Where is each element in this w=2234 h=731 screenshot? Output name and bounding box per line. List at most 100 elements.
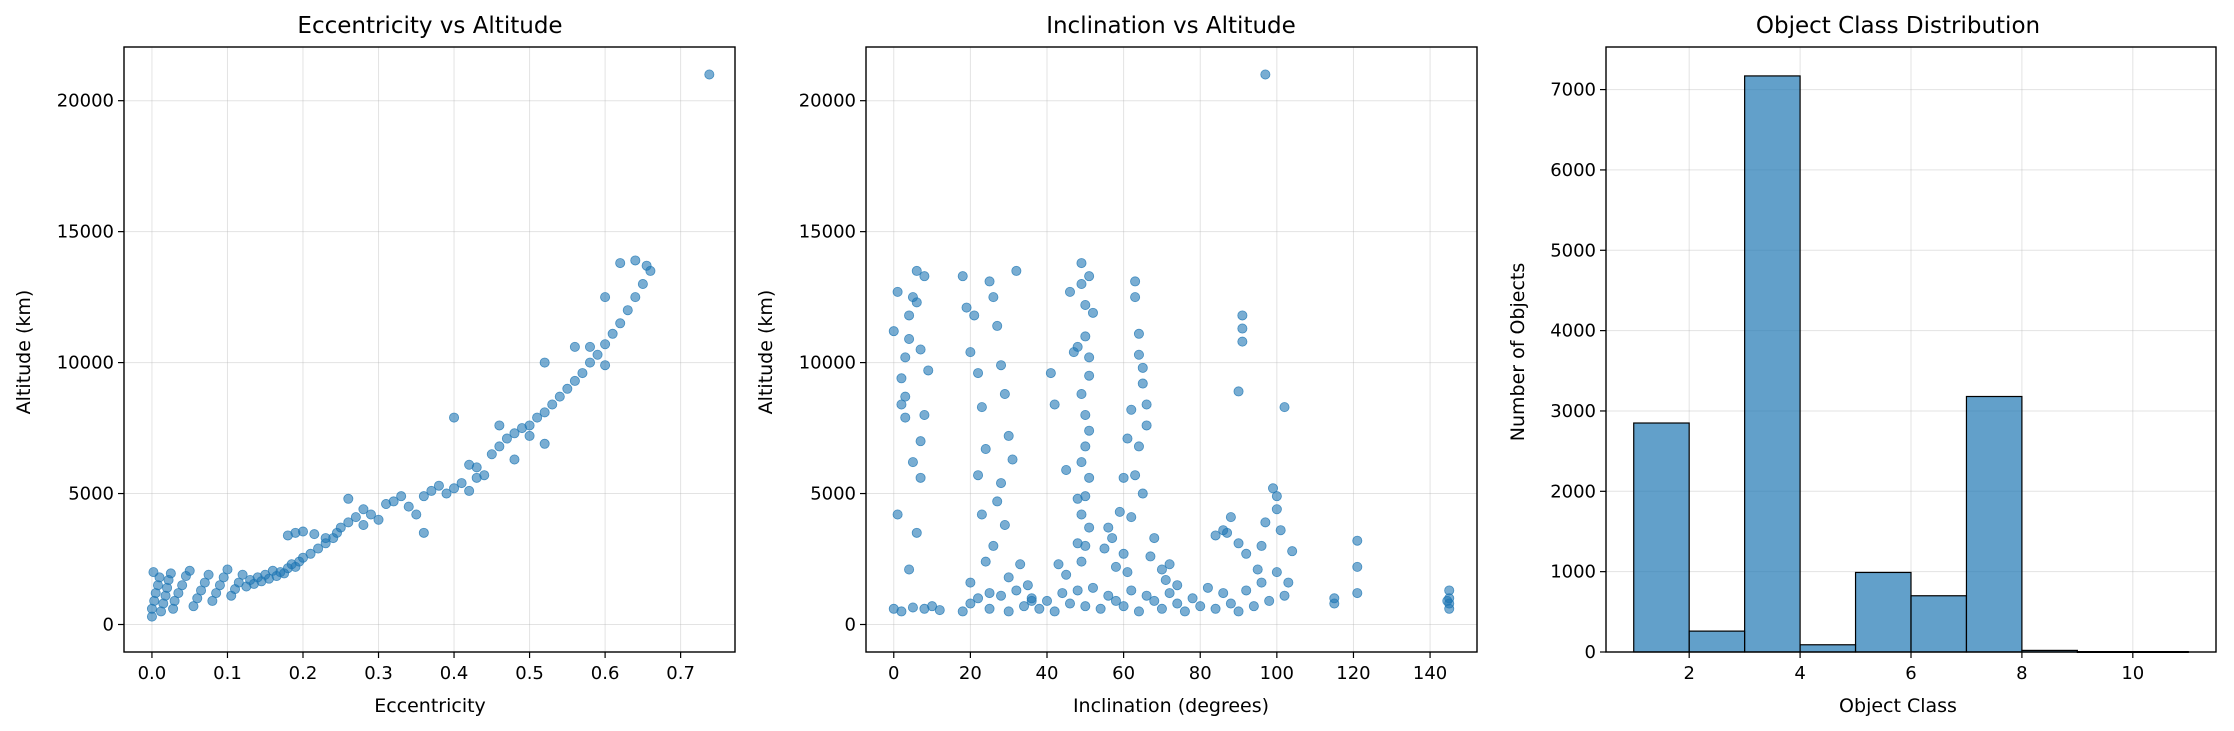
scatter-point	[1241, 548, 1252, 559]
scatter-point	[539, 357, 550, 368]
scatter-point	[1080, 601, 1091, 612]
scatter-point	[524, 430, 535, 441]
scatter-point	[403, 501, 414, 512]
x-axis-label: Inclination (degrees)	[1073, 695, 1269, 717]
scatter-point	[1080, 299, 1091, 310]
scatter-point	[900, 352, 911, 363]
scatter-point	[896, 373, 907, 384]
scatter-point	[343, 493, 354, 504]
tick-marks: 2 4 6 8 10 0 1000 2000 3000 4000 5000 6000 7000	[1550, 80, 2144, 684]
tick-marks: 0.0 0.1 0.2 0.3 0.4 0.5 0.6 0.7 0 5000 10000 15000 2…	[57, 91, 695, 684]
scatter-point	[911, 527, 922, 538]
scatter-point	[1084, 522, 1095, 533]
scatter-point	[1118, 472, 1129, 483]
scatter-point	[1087, 582, 1098, 593]
scatter-point	[615, 258, 626, 269]
scatter-point	[539, 438, 550, 449]
scatter-point	[1011, 585, 1022, 596]
scatter-point	[1287, 546, 1298, 557]
scatter-point	[1352, 535, 1363, 546]
scatter-point	[1210, 603, 1221, 614]
y-tick-label: 15000	[799, 222, 856, 243]
scatter-point	[305, 548, 316, 559]
scatter-point	[1003, 606, 1014, 617]
scatter-point	[449, 483, 460, 494]
y-tick-label: 4000	[1550, 321, 1596, 342]
scatter-point	[524, 420, 535, 431]
scatter-point	[888, 326, 899, 337]
scatter-point	[1087, 307, 1098, 318]
scatter-point	[1260, 69, 1271, 80]
scatter-point	[957, 606, 968, 617]
scatter-point	[418, 527, 429, 538]
panel-eccentricity-altitude: Eccentricity vs Altitude Eccentricity Al…	[13, 13, 736, 717]
scatter-point	[1045, 368, 1056, 379]
scatter-point	[1057, 588, 1068, 599]
x-tick-label: 4	[1794, 663, 1805, 684]
x-tick-label: 8	[2016, 663, 2027, 684]
scatter-point	[1149, 533, 1160, 544]
scatter-point	[984, 588, 995, 599]
x-tick-label: 0.6	[591, 663, 620, 684]
scatter-point	[911, 265, 922, 276]
scatter-point	[1137, 362, 1148, 373]
scatter-point	[1026, 593, 1037, 604]
scatter-point	[615, 318, 626, 329]
histogram-bar	[1910, 595, 1968, 653]
scatter-point	[999, 389, 1010, 400]
scatter-point	[449, 412, 460, 423]
scatter-point	[976, 402, 987, 413]
scatter-point	[1260, 517, 1271, 528]
scatter-point	[494, 441, 505, 452]
scatter-point	[1187, 593, 1198, 604]
scatter-point	[973, 593, 984, 604]
scatter-point	[433, 480, 444, 491]
scatter-point	[1279, 402, 1290, 413]
scatter-point	[630, 255, 641, 266]
scatter-point	[1233, 386, 1244, 397]
scatter-point	[973, 368, 984, 379]
scatter-point	[486, 449, 497, 460]
x-tick-label: 140	[1413, 663, 1447, 684]
scatter-point	[237, 569, 248, 580]
scatter-point	[904, 564, 915, 575]
y-axis-label: Number of Objects	[1507, 263, 1529, 442]
scatter-point	[915, 344, 926, 355]
y-tick-label: 20000	[57, 91, 114, 112]
scatter-point	[584, 341, 595, 352]
scatter-point	[992, 320, 1003, 331]
chart-title: Eccentricity vs Altitude	[297, 13, 562, 39]
scatter-point	[509, 428, 520, 439]
histogram-bar	[1744, 75, 1801, 653]
scatter-point	[343, 517, 354, 528]
scatter-point	[1141, 590, 1152, 601]
y-tick-label: 0	[1585, 642, 1596, 663]
scatter-point	[1137, 488, 1148, 499]
scatter-point	[704, 69, 715, 80]
x-tick-label: 20	[959, 663, 982, 684]
x-tick-label: 40	[1036, 663, 1059, 684]
scatter-point	[1061, 569, 1072, 580]
scatter-point	[539, 407, 550, 418]
scatter-point	[426, 485, 437, 496]
scatter-point	[203, 569, 214, 580]
scatter-point	[584, 357, 595, 368]
scatter-point	[1248, 601, 1259, 612]
scatter-point	[184, 565, 195, 576]
scatter-point	[464, 485, 475, 496]
scatter-point	[969, 310, 980, 321]
scatter-point	[1133, 441, 1144, 452]
scatter-point	[148, 567, 159, 578]
x-tick-label: 80	[1189, 663, 1212, 684]
x-tick-label: 0.2	[289, 663, 318, 684]
scatter-point	[1007, 454, 1018, 465]
scatter-point	[1164, 588, 1175, 599]
scatter-point	[600, 360, 611, 371]
y-tick-label: 5000	[1550, 240, 1596, 261]
scatter-point	[456, 478, 467, 489]
scatter-point	[988, 292, 999, 303]
scatter-point	[980, 444, 991, 455]
plot-frame	[865, 46, 1478, 653]
grid	[124, 47, 735, 652]
